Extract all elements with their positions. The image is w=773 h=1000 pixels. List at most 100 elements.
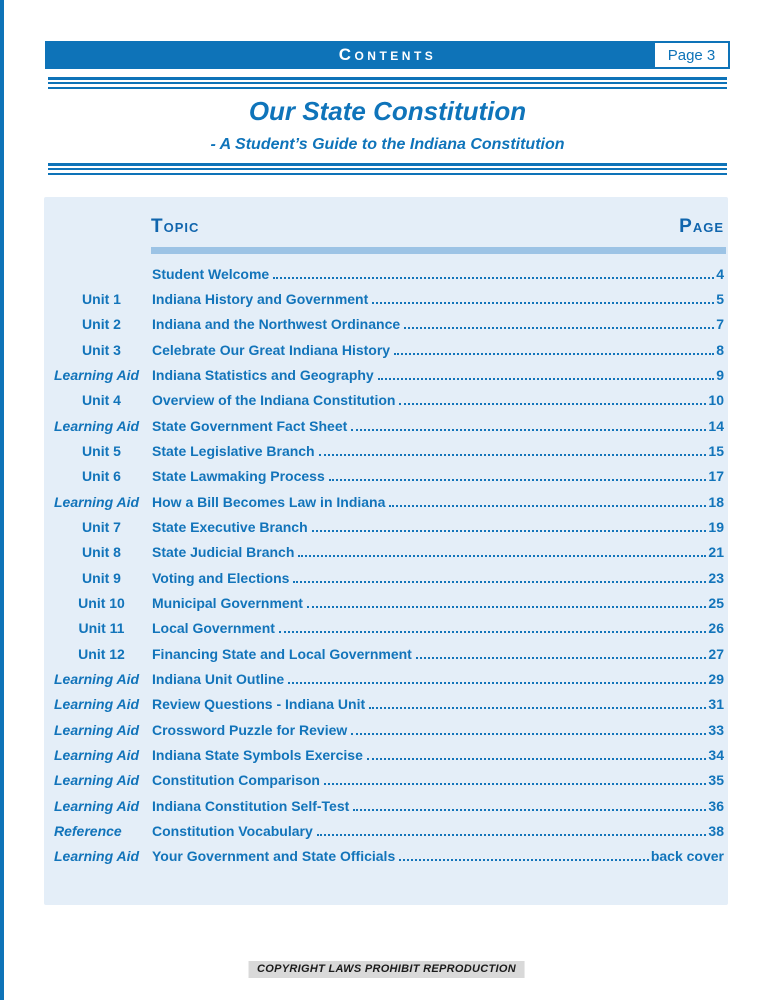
toc-row: Learning Aid Review Questions - Indiana … [44, 692, 728, 717]
row-page: 35 [708, 772, 724, 789]
column-header-rule [151, 247, 726, 254]
row-page: 31 [708, 696, 724, 713]
left-edge-stripe [0, 0, 4, 1000]
toc-row: Unit 12 Financing State and Local Govern… [44, 641, 728, 666]
row-topic: Indiana State Symbols Exercise [152, 746, 363, 763]
row-page: 26 [708, 620, 724, 637]
dot-leader [311, 529, 707, 532]
copyright-notice: COPYRIGHT LAWS PROHIBIT REPRODUCTION [248, 961, 525, 978]
row-label: Learning Aid [54, 670, 140, 687]
dot-leader [273, 276, 715, 279]
row-topic: How a Bill Becomes Law in Indiana [152, 493, 386, 510]
triple-rule-top [48, 77, 727, 92]
row-topic: Student Welcome [152, 265, 270, 282]
page-number-badge: Page 3 [653, 41, 730, 69]
dot-leader [306, 605, 707, 608]
row-page: 10 [708, 392, 724, 409]
row-topic: Indiana and the Northwest Ordinance [152, 316, 401, 333]
dot-leader [404, 327, 715, 330]
toc-row: Unit 3 Celebrate Our Great Indiana Histo… [44, 337, 728, 362]
row-label: Unit 7 [82, 518, 121, 535]
row-page: 7 [716, 316, 724, 333]
row-topic: Local Government [152, 620, 275, 637]
toc-row: Unit 10 Municipal Government 25 [44, 590, 728, 615]
toc-row: Unit 11 Local Government 26 [44, 616, 728, 641]
row-topic: Financing State and Local Government [152, 645, 412, 662]
dot-leader [369, 707, 707, 710]
row-label: Unit 10 [78, 594, 125, 611]
row-topic: Constitution Vocabulary [152, 822, 313, 839]
page-column-header: Page [679, 216, 724, 237]
row-label: Unit 4 [82, 392, 121, 409]
row-topic: State Legislative Branch [152, 442, 315, 459]
row-label: Learning Aid [54, 721, 140, 738]
dot-leader [399, 403, 707, 406]
dot-leader [318, 453, 707, 456]
row-topic: Overview of the Indiana Constitution [152, 392, 396, 409]
row-label: Unit 2 [82, 316, 121, 333]
dot-leader [298, 555, 707, 558]
row-label: Learning Aid [54, 366, 140, 383]
row-page: 25 [708, 594, 724, 611]
row-page: back cover [650, 848, 724, 865]
toc-row: Learning Aid State Government Fact Sheet… [44, 413, 728, 438]
toc-row: Reference Constitution Vocabulary 38 [44, 818, 728, 843]
row-label: Learning Aid [54, 417, 140, 434]
dot-leader [278, 631, 707, 634]
dot-leader [351, 428, 707, 431]
row-topic: State Government Fact Sheet [152, 417, 348, 434]
row-label: Unit 12 [78, 645, 125, 662]
row-page: 5 [716, 290, 724, 307]
row-topic: State Judicial Branch [152, 544, 295, 561]
toc-row: Learning Aid Indiana State Symbols Exerc… [44, 742, 728, 767]
dot-leader [377, 377, 715, 380]
row-topic: Indiana Unit Outline [152, 670, 285, 687]
toc-row: Unit 4 Overview of the Indiana Constitut… [44, 388, 728, 413]
row-page: 38 [708, 822, 724, 839]
row-label: Unit 1 [82, 290, 121, 307]
dot-leader [372, 301, 715, 304]
row-label: Learning Aid [54, 772, 140, 789]
row-label: Unit 9 [82, 569, 121, 586]
row-topic: Crossword Puzzle for Review [152, 721, 348, 738]
toc-row: Learning Aid Crossword Puzzle for Review… [44, 717, 728, 742]
row-topic: Indiana Constitution Self-Test [152, 797, 350, 814]
triple-rule-bottom [48, 163, 727, 178]
row-page: 34 [708, 746, 724, 763]
contents-title: Contents [338, 45, 437, 64]
row-topic: Constitution Comparison [152, 772, 320, 789]
row-page: 14 [708, 417, 724, 434]
row-page: 15 [708, 442, 724, 459]
toc-row: Learning Aid Indiana Constitution Self-T… [44, 793, 728, 818]
row-label: Unit 6 [82, 468, 121, 485]
topic-column-header: Topic [151, 216, 200, 237]
dot-leader [366, 757, 707, 760]
row-topic: Review Questions - Indiana Unit [152, 696, 366, 713]
book-title: Our State Constitution [248, 96, 527, 126]
row-page: 23 [708, 569, 724, 586]
row-label: Reference [54, 822, 122, 839]
toc-row: Learning Aid Indiana Statistics and Geog… [44, 362, 728, 387]
dot-leader [353, 808, 707, 811]
row-page: 27 [708, 645, 724, 662]
contents-header-bar: Contents Page 3 [45, 41, 730, 69]
row-label: Learning Aid [54, 696, 140, 713]
dot-leader [316, 833, 707, 836]
toc-row: Unit 9 Voting and Elections 23 [44, 565, 728, 590]
row-label: Unit 11 [78, 620, 125, 637]
row-label: Learning Aid [54, 493, 140, 510]
toc-row: Unit 8 State Judicial Branch 21 [44, 540, 728, 565]
row-page: 18 [708, 493, 724, 510]
book-subtitle: - A Student’s Guide to the Indiana Const… [210, 136, 565, 153]
row-topic: Voting and Elections [152, 569, 290, 586]
row-page: 19 [708, 518, 724, 535]
row-page: 9 [716, 366, 724, 383]
row-page: 17 [708, 468, 724, 485]
row-label: Learning Aid [54, 746, 140, 763]
row-topic: Celebrate Our Great Indiana History [152, 341, 391, 358]
dot-leader [328, 479, 707, 482]
row-page: 21 [708, 544, 724, 561]
row-label: Learning Aid [54, 848, 140, 865]
toc-row: Unit 7 State Executive Branch 19 [44, 514, 728, 539]
row-topic: Municipal Government [152, 594, 303, 611]
